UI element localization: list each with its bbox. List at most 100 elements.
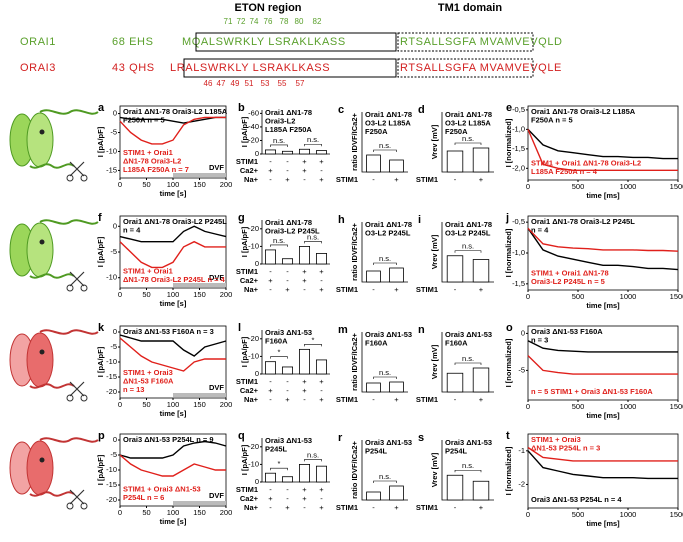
cartoon-subunit [26,440,54,496]
x-tick-label: 100 [167,400,180,409]
residue-number: 46 [204,79,213,88]
x-tick-label: 1500 [670,402,683,411]
condition-label: Ca2+ [240,166,259,175]
x-tick-label: 50 [142,508,150,517]
trace [527,446,678,462]
condition-sign: + [302,166,307,175]
panel-title: P254L [365,446,388,455]
significance-label: n.s. [462,461,474,470]
dvf-label: DVF [209,491,224,500]
x-tick-label: 500 [572,402,585,411]
panel-title: Orai3 ΔN1-53 [265,328,312,337]
dvf-label: DVF [209,383,224,392]
cartoon-scissors [69,381,85,397]
y-axis-label: I [pA/pF] [240,336,249,367]
panel-letter: r [338,432,343,444]
condition-label: STIM1 [236,267,258,276]
trace-label: STIM1 + Orai3 [531,435,581,444]
y-tick-label: -15 [106,480,117,489]
y-tick-label: -1,5 [512,144,525,153]
trace-label: Orai1 ΔN1-78 Orai3-L2 L185A [123,107,228,116]
panel-title: O3-L2 P245L [365,228,411,237]
trace [527,227,679,271]
condition-sign: - [286,157,289,166]
panel-title: F250A [365,127,388,136]
cartoon-dot [39,239,45,245]
panel-title: Orai3 ΔN1-53 [365,330,412,339]
y-axis-label: Vrev [mV] [430,234,439,269]
y-tick-label: -20 [248,224,259,233]
x-axis-label: time [s] [160,409,187,418]
panel-letter: q [238,430,245,442]
y-axis-label: I [pA/pF] [96,126,105,157]
cartoon-dot [39,349,45,355]
condition-label: STIM1 [416,175,438,184]
panel-letter: e [506,102,512,114]
condition-sign: + [302,276,307,285]
condition-sign: - [286,386,289,395]
panel-title: Orai1 ΔN1-78 [365,110,412,119]
condition-label: STIM1 [336,395,358,404]
y-tick-label: -20 [248,135,259,144]
condition-sign: - [286,377,289,386]
residue-number: 57 [296,79,305,88]
trace-label: n = 4 [531,225,549,234]
trace-label: n = 3 [531,335,548,344]
condition-sign: + [319,157,324,166]
bar [389,485,404,501]
y-tick-label: 0 [255,477,259,486]
significance-label: n.s. [307,450,319,459]
panel-title: Orai1 ΔN1-78 [445,110,492,119]
trace-label: ΔN1-53 P254L n = 3 [531,443,600,452]
panel-letter: l [238,322,241,334]
orai3-eton: LRALSWRKLY LSRAKLKASS [170,62,330,74]
panel-title: Orai1 ΔN1-78 [365,220,412,229]
y-tick-label: 0 [113,435,117,444]
y-axis-label: I [pA/pF] [96,236,105,267]
x-tick-label: 50 [142,180,150,189]
trace-label: ΔN1-78 Orai3-L2 P245L n = 4 [123,275,226,284]
bar [446,372,464,393]
y-tick-label: -10 [248,241,259,250]
significance-bracket [373,262,397,265]
panel-title: Orai3-L2 P245L [265,226,320,235]
trace-label: L185A F250A n = 7 [123,165,189,174]
condition-sign: + [302,377,307,386]
bar [366,270,381,283]
residue-number: 47 [217,79,226,88]
cartoon-dot [39,457,45,463]
significance-label: n.s. [379,141,391,150]
bar [389,381,404,393]
y-tick-label: 0 [255,149,259,158]
x-tick-label: 0 [526,402,530,411]
y-tick-label: -0,5 [512,217,525,226]
cartoon-scissors [66,284,74,292]
condition-sign: + [302,157,307,166]
panel-title: Orai3 ΔN1-53 [365,438,412,447]
y-axis-label: I [pA/pF] [96,454,105,485]
panel-letter: p [98,430,105,442]
x-tick-label: 100 [167,508,180,517]
x-tick-label: 0 [118,180,122,189]
x-tick-label: 0 [526,182,530,191]
condition-sign: - [286,166,289,175]
y-tick-label: -10 [106,273,117,282]
panel-letter: h [338,214,345,226]
cartoon-dot [39,129,45,135]
trace [119,454,226,477]
cartoon-subunit [26,112,54,168]
y-tick-label: -0,5 [512,105,525,114]
panel-title: Orai1 ΔN1-78 [445,220,492,229]
y-tick-label: 0 [113,109,117,118]
cartoon-helix [39,437,99,443]
y-axis-label: ratio IDVF/ICa2+ [350,441,359,499]
significance-label: n.s. [379,472,391,481]
trace [527,227,679,252]
panel-letter: n [418,324,425,336]
condition-sign: + [394,175,399,184]
y-tick-label: -2,0 [512,163,525,172]
cartoon-helix [39,219,99,225]
eton-title: ETON region [234,2,301,14]
orai3-name: ORAI3 [20,62,56,74]
x-tick-label: 100 [167,290,180,299]
